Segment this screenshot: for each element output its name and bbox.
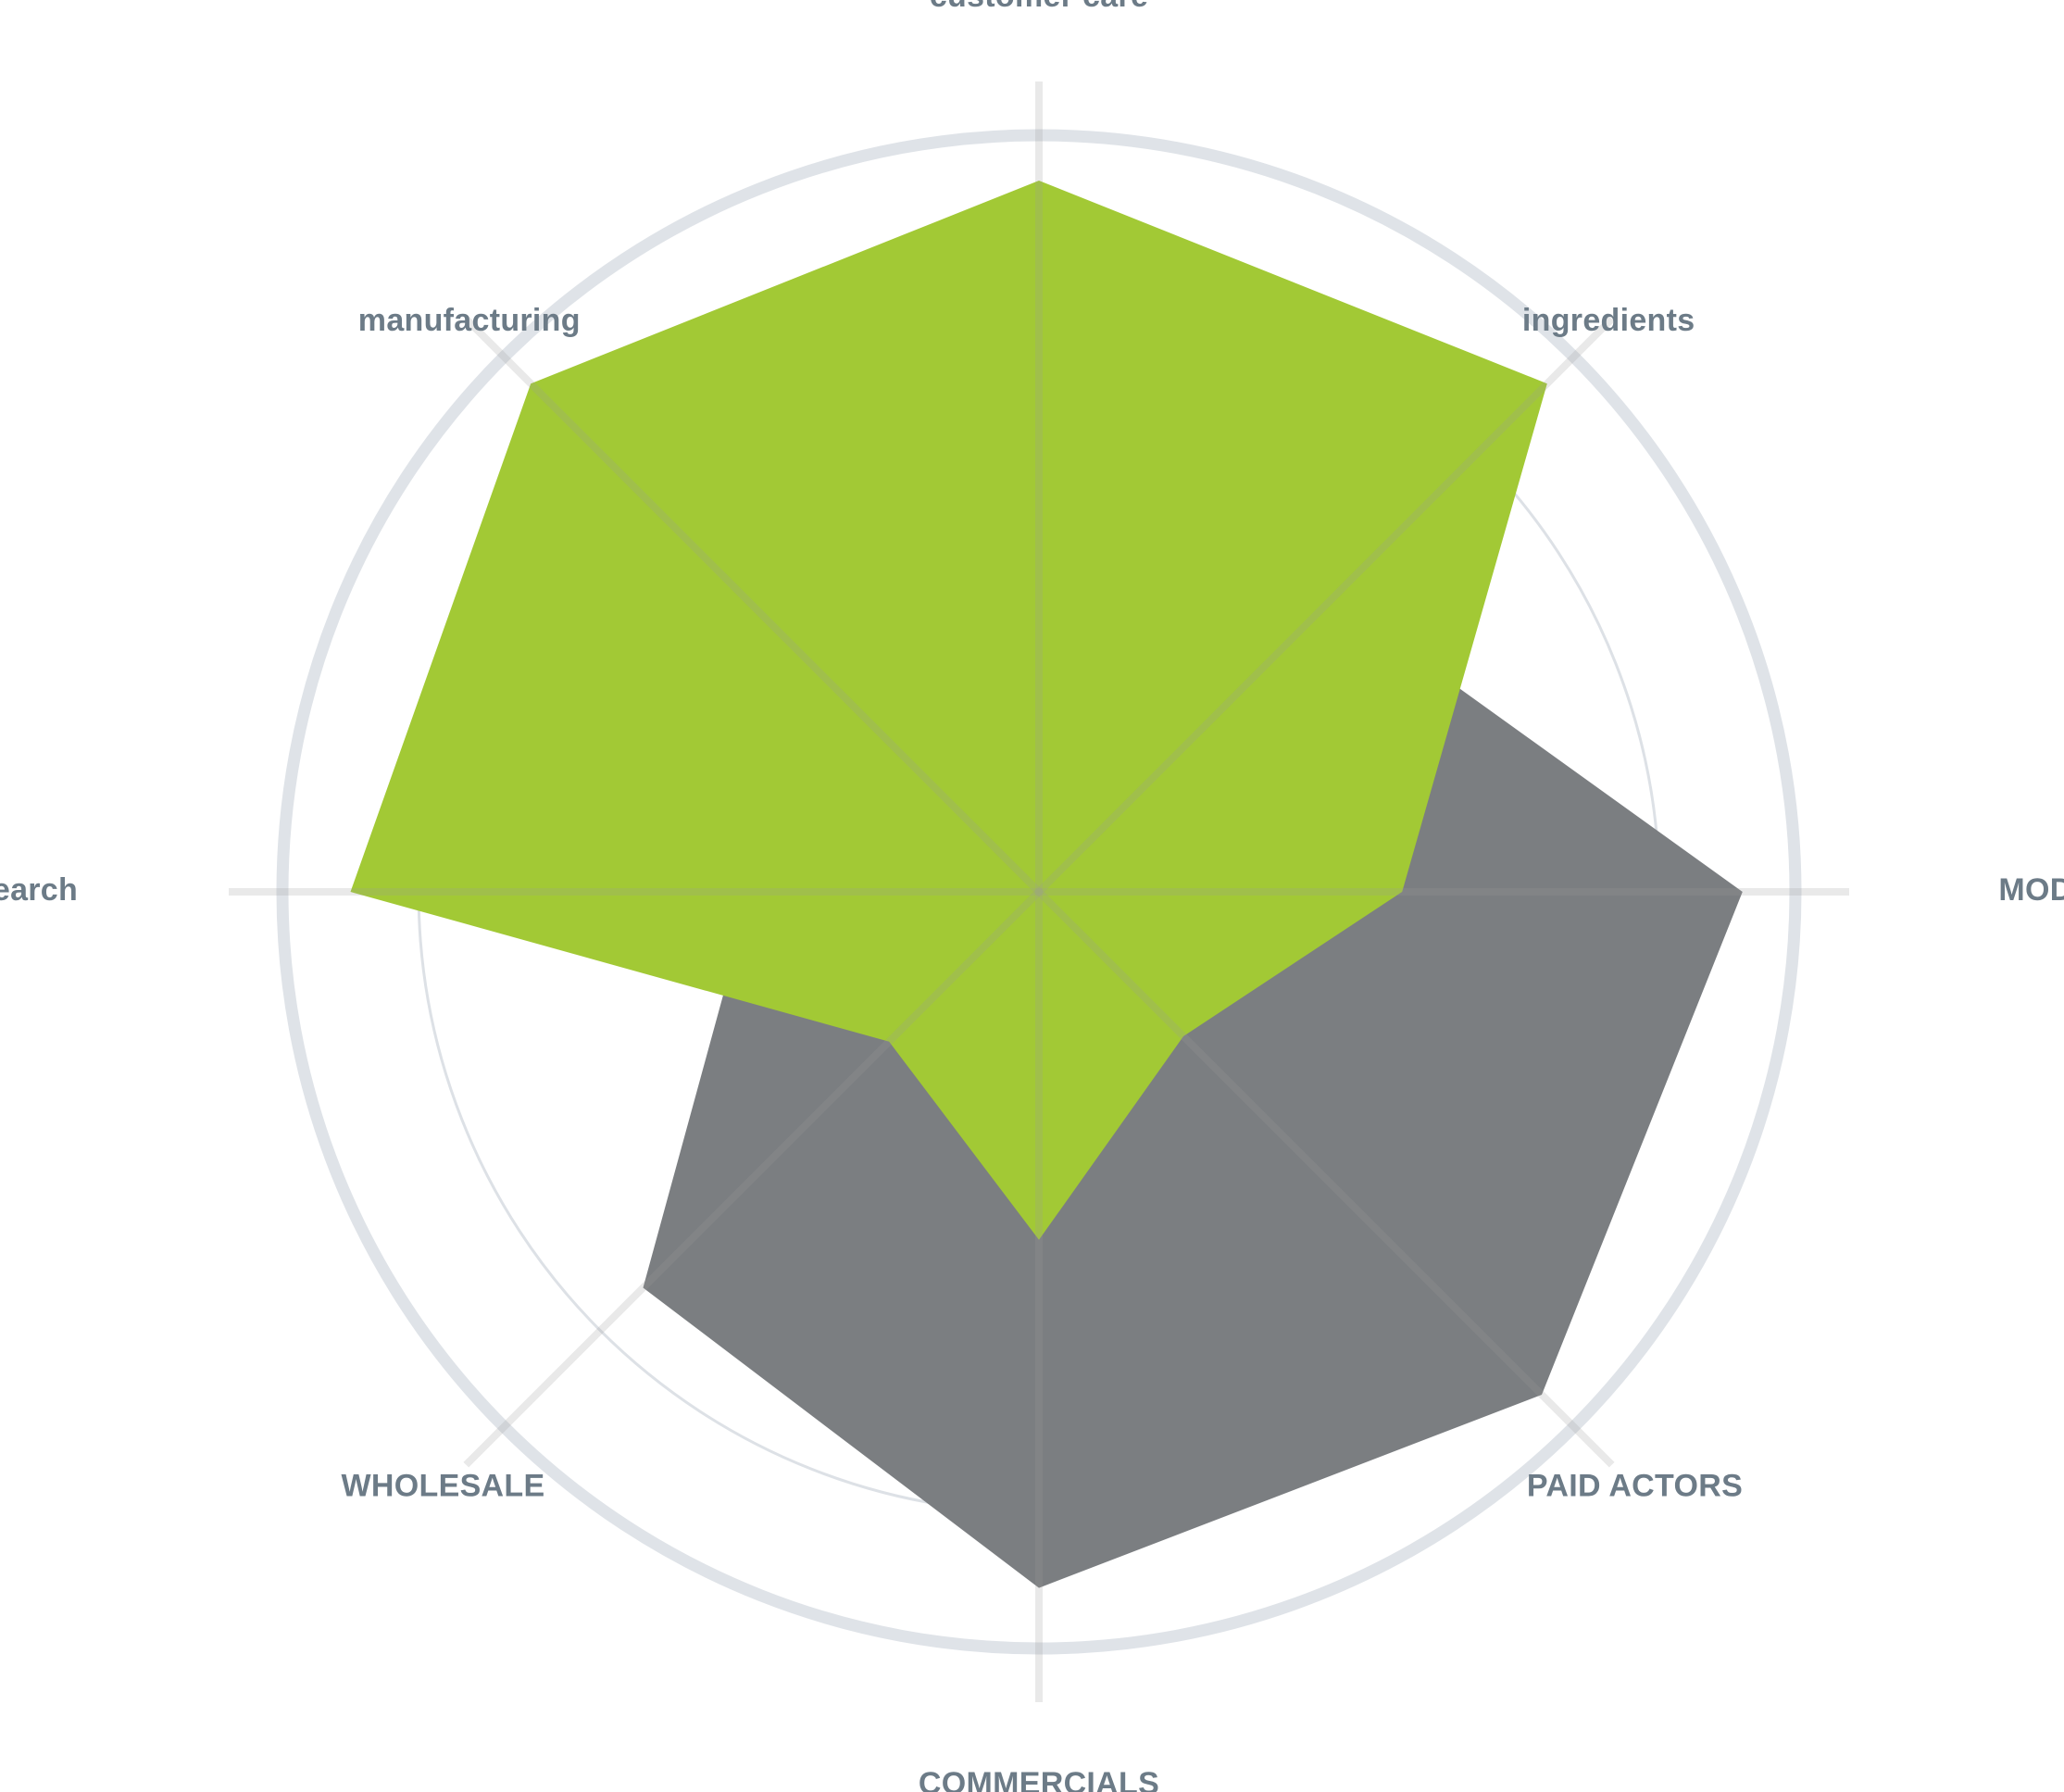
axis-label-1: ingredients: [1522, 303, 1695, 338]
axis-label-6: research: [0, 872, 78, 908]
axis-spoke-1: [1036, 316, 1615, 895]
axis-label-5: WHOLESALE: [342, 1468, 545, 1503]
axis-spoke-7: [463, 316, 1042, 895]
axis-label-4: COMMERCIALS: [919, 1766, 1159, 1792]
axis-label-0: customer care: [930, 0, 1148, 14]
radar-spokes: [229, 81, 1849, 1702]
radar-series: [350, 181, 1743, 1588]
axis-label-2: MODELS: [1998, 872, 2064, 908]
series-1-area: [350, 181, 1547, 1240]
axis-spoke-3: [1036, 889, 1615, 1468]
series-0-area: [643, 597, 1743, 1588]
axis-label-3: PAID ACTORS: [1527, 1468, 1743, 1503]
axis-spoke-5: [463, 889, 1042, 1468]
outer-ring: [276, 129, 1802, 1655]
axis-label-7: manufacturing: [358, 303, 581, 338]
